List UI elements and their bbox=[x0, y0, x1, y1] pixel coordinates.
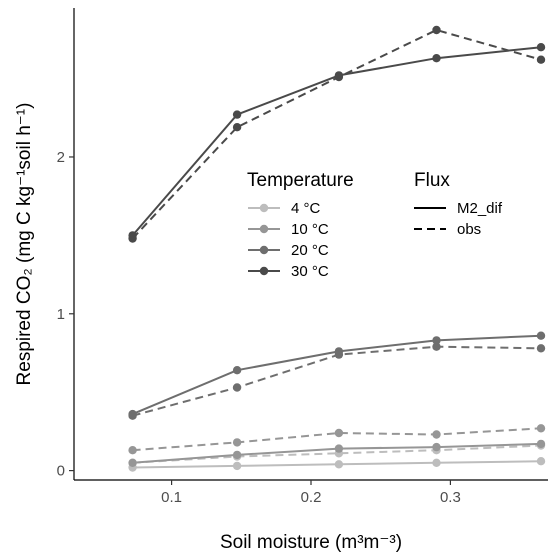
legend-label-temperature: 30 °C bbox=[291, 263, 329, 280]
data-point bbox=[536, 424, 546, 433]
legend-label-flux: M2_dif bbox=[457, 200, 503, 217]
y-tick-label: 2 bbox=[57, 149, 65, 166]
data-point bbox=[334, 444, 344, 453]
data-point bbox=[536, 344, 546, 353]
legend-key-point bbox=[259, 245, 269, 255]
data-point bbox=[432, 458, 441, 467]
series-line-4C-obs bbox=[132, 444, 542, 464]
plot-lines bbox=[131, 29, 542, 469]
plot-points bbox=[128, 25, 546, 472]
legend-title-temperature: Temperature bbox=[247, 170, 354, 191]
data-point bbox=[334, 460, 344, 469]
series-line-10C-obs bbox=[132, 427, 542, 452]
legend-key-point bbox=[259, 266, 269, 276]
y-ticks: 0 1 2 bbox=[57, 149, 74, 480]
data-point bbox=[128, 446, 137, 455]
data-point bbox=[334, 72, 344, 82]
data-point bbox=[536, 457, 546, 466]
data-point bbox=[232, 438, 242, 447]
y-axis-label: Respired CO₂ (mg C kg⁻¹soil h⁻¹) bbox=[14, 103, 35, 386]
legend-key-point bbox=[259, 203, 269, 213]
data-point bbox=[232, 110, 242, 119]
y-tick-label: 0 bbox=[57, 463, 65, 480]
data-point bbox=[432, 25, 441, 35]
legend: Temperature Flux 4 °C 10 °C 20 °C 30 °C M2_… bbox=[247, 170, 503, 280]
data-point bbox=[432, 430, 441, 439]
data-point bbox=[232, 383, 242, 392]
x-tick-label: 0.1 bbox=[161, 489, 182, 506]
data-point bbox=[232, 366, 242, 375]
data-point bbox=[432, 54, 441, 63]
legend-label-temperature: 4 °C bbox=[291, 200, 321, 217]
data-point bbox=[432, 336, 441, 345]
legend-key-point bbox=[259, 224, 269, 234]
data-point bbox=[334, 350, 344, 359]
x-axis-label: Soil moisture (m³m⁻³) bbox=[220, 532, 402, 553]
legend-temperature-entries: 4 °C 10 °C 20 °C 30 °C bbox=[248, 200, 329, 280]
data-point bbox=[536, 43, 546, 52]
legend-label-temperature: 20 °C bbox=[291, 242, 329, 259]
data-point bbox=[536, 331, 546, 340]
legend-label-flux: obs bbox=[457, 221, 481, 238]
data-point bbox=[232, 123, 242, 132]
data-point bbox=[432, 342, 441, 351]
legend-title-flux: Flux bbox=[414, 170, 450, 191]
data-point bbox=[432, 442, 441, 452]
data-point bbox=[232, 461, 242, 471]
legend-label-temperature: 10 °C bbox=[291, 221, 329, 238]
x-tick-label: 0.2 bbox=[301, 489, 322, 506]
data-point bbox=[536, 55, 546, 64]
x-ticks: 0.1 0.2 0.3 bbox=[161, 480, 461, 506]
data-point bbox=[128, 411, 137, 420]
x-tick-label: 0.3 bbox=[440, 489, 461, 506]
data-point bbox=[334, 428, 344, 438]
data-point bbox=[128, 458, 137, 467]
data-point bbox=[128, 234, 137, 243]
y-tick-label: 1 bbox=[57, 306, 65, 323]
data-point bbox=[232, 450, 242, 460]
data-point bbox=[536, 439, 546, 449]
